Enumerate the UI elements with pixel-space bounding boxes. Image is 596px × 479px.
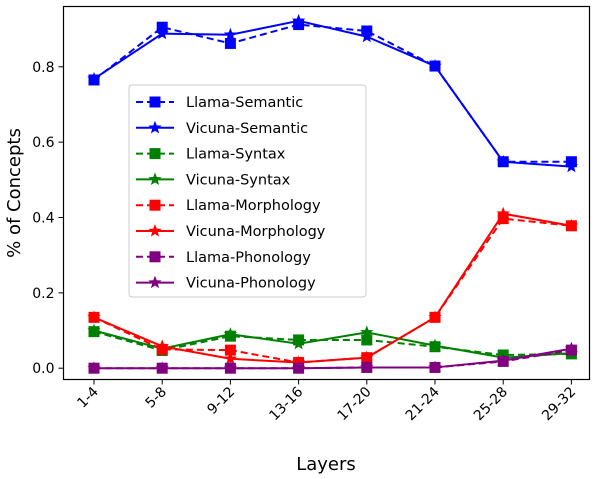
series-line xyxy=(93,329,572,359)
data-point xyxy=(496,353,510,367)
legend-label: Vicuna-Semantic xyxy=(186,121,308,137)
data-point xyxy=(360,360,374,374)
data-point xyxy=(87,361,101,374)
legend-marker xyxy=(149,96,161,108)
y-tick-label: 0.6 xyxy=(32,135,54,151)
legend-label: Vicuna-Morphology xyxy=(186,224,326,240)
x-tick-label: 13-16 xyxy=(266,384,306,424)
data-point xyxy=(223,351,238,365)
legend-marker xyxy=(149,148,161,160)
data-point xyxy=(293,19,305,31)
data-point xyxy=(564,159,579,173)
data-point xyxy=(360,325,374,339)
y-axis-title: % of Concepts xyxy=(4,128,25,258)
legend-marker xyxy=(148,120,162,134)
legend-item: Llama-Semantic xyxy=(136,95,303,111)
data-point xyxy=(155,26,169,40)
data-point xyxy=(223,327,238,340)
data-point xyxy=(497,213,509,225)
legend-label: Llama-Semantic xyxy=(186,95,303,111)
data-point xyxy=(360,29,374,43)
legend-item: Vicuna-Morphology xyxy=(136,224,326,240)
series-vicuna-phonology xyxy=(87,341,579,374)
legend-label: Llama-Syntax xyxy=(186,147,286,163)
y-tick-label: 0.4 xyxy=(32,210,54,226)
data-point xyxy=(224,37,236,49)
data-point xyxy=(361,334,373,346)
plot-frame xyxy=(62,5,591,381)
legend-marker xyxy=(149,199,161,211)
data-point xyxy=(564,218,579,232)
series-vicuna-semantic xyxy=(87,13,579,173)
legend-item: Llama-Phonology xyxy=(136,250,311,266)
data-point xyxy=(428,338,442,352)
legend-label: Vicuna-Syntax xyxy=(186,172,291,188)
data-point xyxy=(428,360,442,374)
legend-item: Vicuna-Syntax xyxy=(136,172,291,188)
series-layer xyxy=(87,13,579,374)
y-tick-label: 0.2 xyxy=(32,286,54,302)
legend-label: Llama-Morphology xyxy=(186,198,321,214)
y-tick-label: 0.0 xyxy=(32,361,54,377)
data-point xyxy=(360,350,374,364)
legend-frame xyxy=(128,84,367,298)
data-point xyxy=(564,341,579,355)
data-point xyxy=(155,339,169,353)
series-line xyxy=(93,19,572,168)
legend-marker xyxy=(149,251,161,263)
x-tick-label: 17-20 xyxy=(335,384,375,424)
data-point xyxy=(291,336,306,350)
x-axis-title: Layers xyxy=(296,454,356,475)
data-point xyxy=(496,154,510,168)
data-point xyxy=(428,59,442,72)
data-point xyxy=(87,310,101,323)
data-point xyxy=(224,344,236,356)
legend-item: Llama-Syntax xyxy=(136,147,286,163)
legend-label: Vicuna-Phonology xyxy=(186,276,316,292)
legend-marker xyxy=(148,224,162,237)
data-point xyxy=(291,13,306,27)
legend-marker xyxy=(148,275,162,289)
x-tick-label: 1-4 xyxy=(74,384,102,412)
series-line xyxy=(94,347,572,370)
legend-item: Llama-Morphology xyxy=(136,198,321,214)
x-tick-label: 29-32 xyxy=(539,384,579,424)
series-line xyxy=(93,212,572,364)
x-tick-label: 9-12 xyxy=(204,384,238,418)
data-point xyxy=(428,310,442,323)
data-point xyxy=(87,71,101,85)
legend-label: Llama-Phonology xyxy=(186,250,311,266)
legend-item: Vicuna-Semantic xyxy=(136,120,308,137)
x-axis: 1-4 5-8 9-12 13-16 17-20 21-24 25-28 29-32 xyxy=(74,379,579,424)
data-point xyxy=(223,361,238,374)
legend-marker xyxy=(148,172,162,186)
data-point xyxy=(155,361,169,374)
data-point xyxy=(87,323,101,337)
data-point xyxy=(496,206,510,220)
data-point xyxy=(223,27,238,41)
data-point xyxy=(291,361,306,374)
x-tick-label: 5-8 xyxy=(143,384,170,411)
x-tick-label: 25-28 xyxy=(471,384,511,424)
data-point xyxy=(156,343,168,355)
y-axis: 0.0 0.2 0.4 0.6 0.8 xyxy=(32,60,64,377)
legend-item: Vicuna-Phonology xyxy=(136,275,316,292)
x-tick-label: 21-24 xyxy=(403,384,443,424)
legend: Llama-Semantic Vicuna-Semantic Llama-Synta… xyxy=(128,84,367,298)
y-tick-label: 0.8 xyxy=(32,60,54,76)
